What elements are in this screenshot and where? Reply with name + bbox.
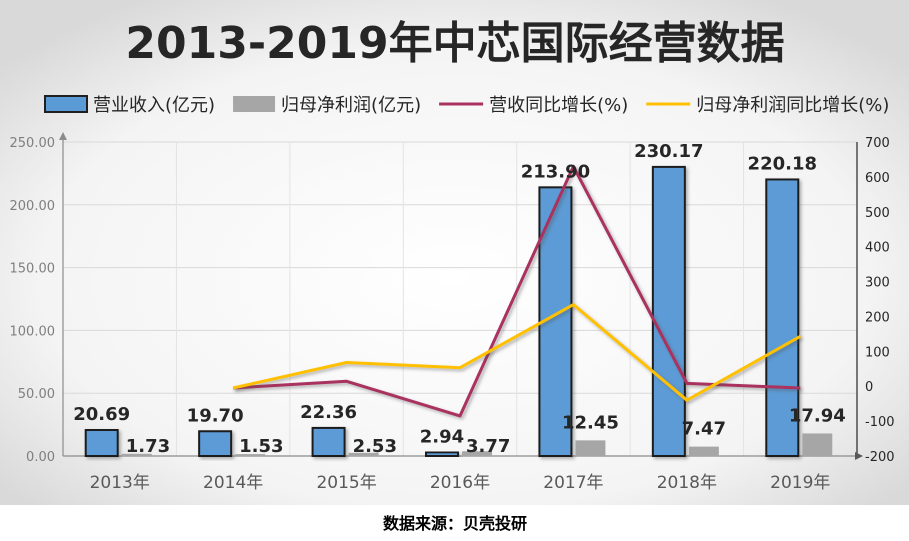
- data-label-net-profit: 2.53: [353, 436, 397, 457]
- data-label-revenue: 22.36: [300, 402, 357, 423]
- data-label-revenue: 19.70: [187, 405, 244, 426]
- bar-revenue: [198, 430, 233, 458]
- source-note: 数据来源：贝壳投研: [383, 514, 527, 533]
- y-right-tick-label: -100: [865, 415, 895, 430]
- bar-net-profit: [235, 454, 266, 456]
- bar-net-profit: [462, 451, 492, 456]
- y-left-tick-label: 150.00: [10, 262, 56, 277]
- data-label-net-profit: 7.47: [682, 419, 726, 440]
- bar-net-profit: [688, 446, 719, 456]
- chart-title: 2013-2019年中芯国际经营数据: [125, 18, 784, 69]
- y-right-tick-label: 100: [865, 345, 890, 360]
- data-label-net-profit: 12.45: [562, 412, 619, 433]
- bar-revenue: [651, 165, 686, 457]
- legend-swatch-bar: [44, 95, 88, 113]
- y-left-tick-label: 0.00: [26, 450, 55, 465]
- y-right-tick-label: 0: [865, 380, 873, 395]
- legend-label: 营业收入(亿元): [93, 95, 215, 116]
- data-label-revenue: 2.94: [420, 426, 464, 447]
- legend-swatch-bar: [233, 96, 276, 112]
- y-left-tick-label: 50.00: [18, 387, 55, 402]
- line-revenue-growth: [233, 164, 801, 418]
- x-tick-label: 2018年: [657, 473, 717, 493]
- data-label-net-profit: 1.73: [126, 436, 170, 457]
- data-label-net-profit: 1.53: [239, 436, 283, 457]
- bar-revenue: [765, 178, 800, 457]
- chart-background: [0, 0, 909, 505]
- legend-label: 归母净利润同比增长(%): [696, 95, 889, 116]
- x-tick-label: 2013年: [90, 473, 150, 493]
- x-tick-label: 2017年: [543, 473, 603, 493]
- x-tick-label: 2014年: [203, 473, 263, 493]
- bar-revenue: [425, 451, 459, 458]
- x-axis-arrow: [855, 452, 863, 460]
- data-label-revenue: 220.18: [748, 153, 817, 174]
- x-tick-label: 2016年: [430, 473, 490, 493]
- y-right-tick-label: 700: [865, 136, 890, 151]
- y-left-axis-arrow: [59, 132, 67, 140]
- legend-label: 归母净利润(亿元): [281, 95, 421, 116]
- y-left-tick-label: 250.00: [10, 136, 56, 151]
- axes: 0.00 50.00 100.00 150.00 200.00 250.00 -200 -10…: [10, 132, 895, 493]
- growth-lines: [232, 164, 802, 418]
- y-right-tick-label: 400: [865, 241, 890, 256]
- bar-net-profit: [575, 440, 606, 456]
- line-profit-growth: [232, 303, 802, 402]
- y-left-tick-label: 200.00: [10, 199, 56, 214]
- y-right-tick-label: 600: [865, 171, 890, 186]
- bar-revenue: [84, 429, 119, 458]
- bar-net-profit: [121, 453, 152, 456]
- bar-net-profit: [348, 452, 379, 456]
- bar-revenue: [311, 426, 346, 457]
- data-label-revenue: 213.90: [521, 161, 590, 182]
- y-right-tick-label: 200: [865, 310, 890, 325]
- x-tick-label: 2015年: [316, 473, 376, 493]
- data-labels: 20.69 19.70 22.36 2.94 213.90 230.17 220.18 1.7…: [73, 141, 846, 457]
- data-label-net-profit: 17.94: [789, 405, 846, 426]
- legend-label: 营收同比增长(%): [489, 95, 628, 116]
- data-label-net-profit: 3.77: [466, 436, 510, 457]
- y-right-tick-label: -200: [865, 450, 895, 465]
- bar-net-profit: [802, 433, 833, 456]
- x-tick-label: 2019年: [770, 473, 830, 493]
- data-label-revenue: 230.17: [634, 141, 703, 162]
- y-right-tick-label: 500: [865, 206, 890, 221]
- y-right-tick-label: 300: [865, 276, 890, 291]
- data-label-revenue: 20.69: [73, 404, 130, 425]
- legend: 营业收入(亿元) 归母净利润(亿元) 营收同比增长(%) 归母净利润同比增长(%): [44, 95, 889, 116]
- y-left-tick-label: 100.00: [10, 324, 56, 339]
